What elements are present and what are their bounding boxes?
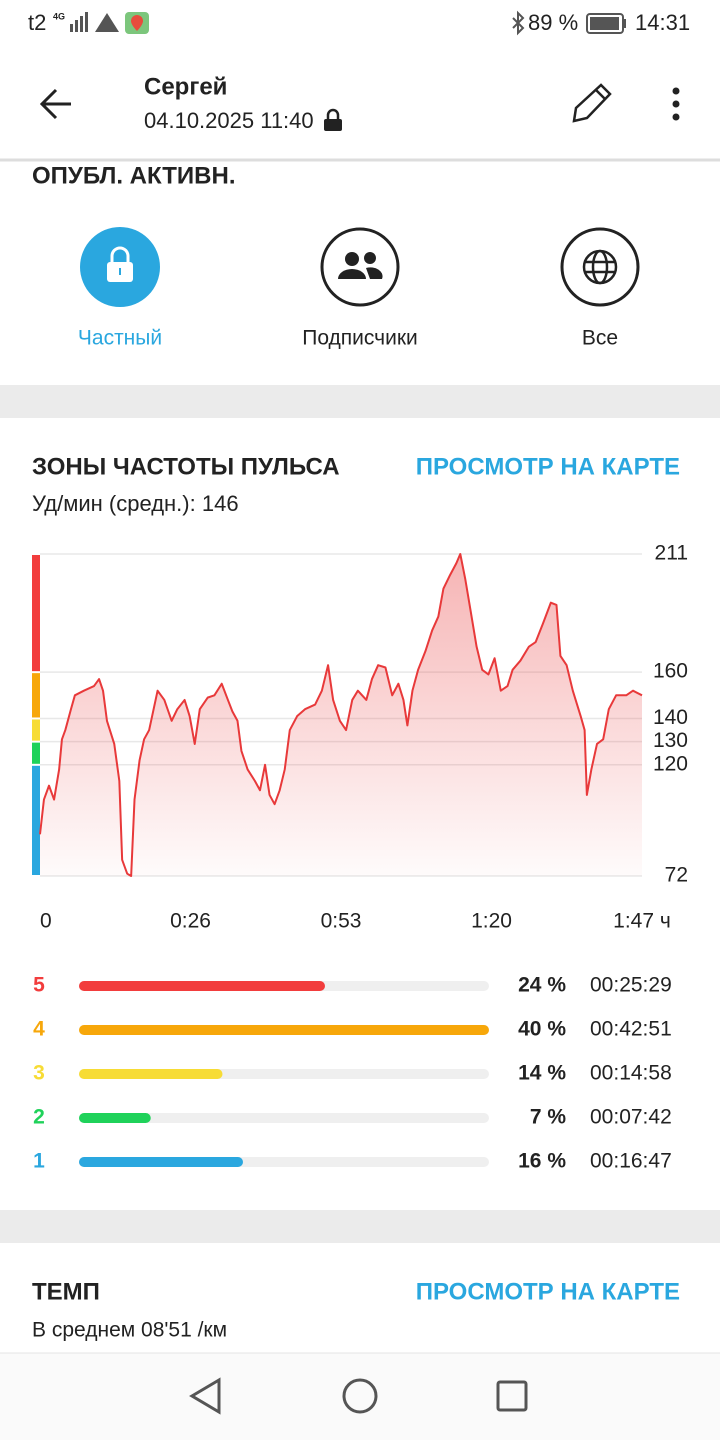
zone-band	[32, 742, 40, 764]
network: 4G	[53, 11, 65, 21]
y-tick-label: 160	[653, 660, 688, 683]
carrier: t2	[28, 10, 46, 35]
hr-area	[40, 554, 642, 876]
globe-glyph	[582, 249, 618, 285]
battery-level	[590, 17, 619, 30]
y-tick-label: 72	[665, 864, 688, 887]
battery-tip	[623, 19, 626, 28]
zone-number: 2	[33, 1106, 45, 1129]
zone-number: 3	[33, 1062, 45, 1085]
y-tick-label: 130	[653, 729, 688, 752]
x-tick-label: 0:26	[170, 910, 211, 933]
zone-table: 5 24 % 00:25:29 4 40 % 00:42:51 3 14 % 00:14:58 2…	[33, 974, 672, 1173]
zone-percent: 7 %	[530, 1106, 567, 1129]
x-tick-label: 0:53	[321, 910, 362, 933]
x-tick-label: 1:20	[471, 910, 512, 933]
zone-percent: 24 %	[518, 974, 566, 997]
y-tick-label: 211	[655, 542, 688, 565]
pace-map-link[interactable]: ПРОСМОТР НА КАРТЕ	[416, 1278, 680, 1305]
zone-duration: 00:25:29	[590, 974, 672, 997]
zone-bar	[79, 1069, 223, 1079]
zone-duration: 00:42:51	[590, 1018, 672, 1041]
top-card	[0, 0, 720, 385]
hr-subtitle: Уд/мин (средн.): 146	[32, 491, 239, 516]
back-button[interactable]	[39, 88, 71, 120]
private-lock	[107, 246, 133, 282]
hr-title: ЗОНЫ ЧАСТОТЫ ПУЛЬСА	[32, 453, 340, 480]
pace-title: ТЕМП	[32, 1278, 100, 1305]
battery-text: 89 %	[528, 10, 578, 35]
bluetooth-icon	[512, 10, 525, 36]
alert-icon	[95, 13, 119, 32]
x-tick-label: 1:47 ч	[613, 910, 671, 933]
nav-home[interactable]	[342, 1378, 378, 1414]
everyone-option[interactable]: Все	[582, 327, 618, 350]
zone-band	[32, 719, 40, 741]
followers-glyph	[338, 252, 383, 279]
nav-back[interactable]	[189, 1377, 221, 1415]
zone-bar	[79, 1157, 243, 1167]
zone-duration: 00:16:47	[590, 1150, 672, 1173]
zone-duration: 00:07:42	[590, 1106, 672, 1129]
nav-recent[interactable]	[496, 1380, 528, 1412]
zone-duration: 00:14:58	[590, 1062, 672, 1085]
hr-map-link[interactable]: ПРОСМОТР НА КАРТЕ	[416, 453, 680, 480]
y-tick-label: 140	[653, 706, 688, 729]
pace-card	[0, 1243, 720, 1353]
zone-number: 5	[33, 974, 45, 997]
y-tick-label: 120	[653, 752, 688, 775]
lock-small	[324, 108, 342, 131]
clock: 14:31	[635, 10, 690, 35]
zone-bar	[79, 1113, 151, 1123]
private-option[interactable]: Частный	[78, 327, 162, 350]
zone-bar	[79, 981, 325, 991]
zone-band	[32, 555, 40, 672]
zone-percent: 14 %	[518, 1062, 566, 1085]
hr-line	[39, 553, 643, 877]
app-icon-pin	[131, 15, 143, 31]
zone-number: 4	[33, 1018, 45, 1041]
privacy-title: ОПУБЛ. АКТИВН.	[32, 162, 236, 189]
zone-number: 1	[33, 1150, 45, 1173]
followers-option[interactable]: Подписчики	[302, 327, 418, 350]
user-name: Сергей	[144, 73, 227, 100]
zone-band	[32, 673, 40, 718]
zone-bar	[79, 1025, 489, 1035]
zone-percent: 16 %	[518, 1150, 566, 1173]
pace-subtitle: В среднем 08'51 /км	[32, 1319, 227, 1342]
x-tick-label: 0	[40, 910, 52, 933]
followers-option-icon[interactable]	[320, 227, 400, 307]
signal-icon	[70, 12, 88, 32]
zone-band	[32, 765, 40, 875]
nav-bar	[0, 1353, 720, 1440]
edit-button[interactable]	[572, 83, 612, 123]
activity-datetime: 04.10.2025 11:40	[144, 108, 314, 133]
menu-button[interactable]	[672, 87, 680, 121]
zone-percent: 40 %	[518, 1018, 566, 1041]
everyone-option-icon[interactable]	[560, 227, 640, 307]
zone-track	[79, 1113, 489, 1123]
